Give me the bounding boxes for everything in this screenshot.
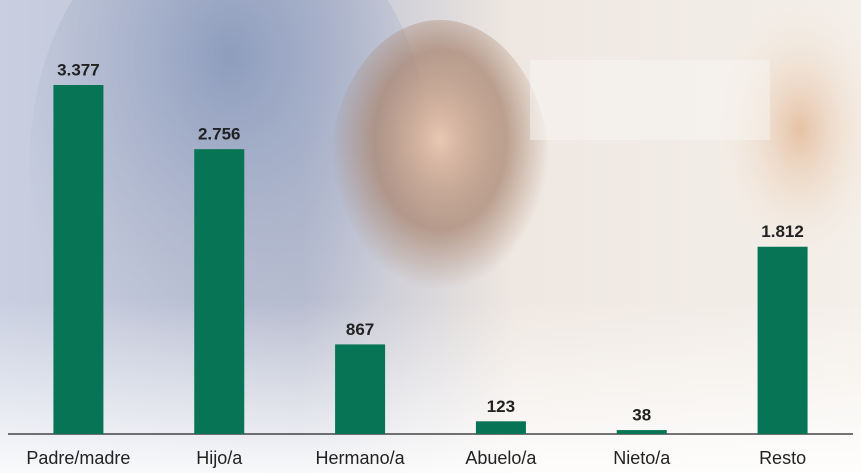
chart: 3.377 Padre/madre 2.756 Hijo/a 867 Hermano/a 1… [0,0,861,473]
x-tick-label: Nieto/a [613,448,671,468]
x-tick-label: Padre/madre [26,448,130,468]
value-label: 1.812 [761,222,804,241]
background-photo [0,0,861,473]
value-label: 2.756 [198,125,241,144]
value-label: 123 [487,397,515,416]
bar [758,247,808,434]
bar [476,421,526,434]
x-tick-label: Hermano/a [316,448,406,468]
bar [194,149,244,434]
x-tick-label: Hijo/a [196,448,243,468]
value-label: 867 [346,320,374,339]
x-tick-label: Resto [759,448,806,468]
value-label: 38 [632,406,651,425]
bar [617,430,667,434]
bar [335,344,385,434]
x-tick-label: Abuelo/a [465,448,537,468]
value-label: 3.377 [57,60,100,79]
bar [53,85,103,434]
